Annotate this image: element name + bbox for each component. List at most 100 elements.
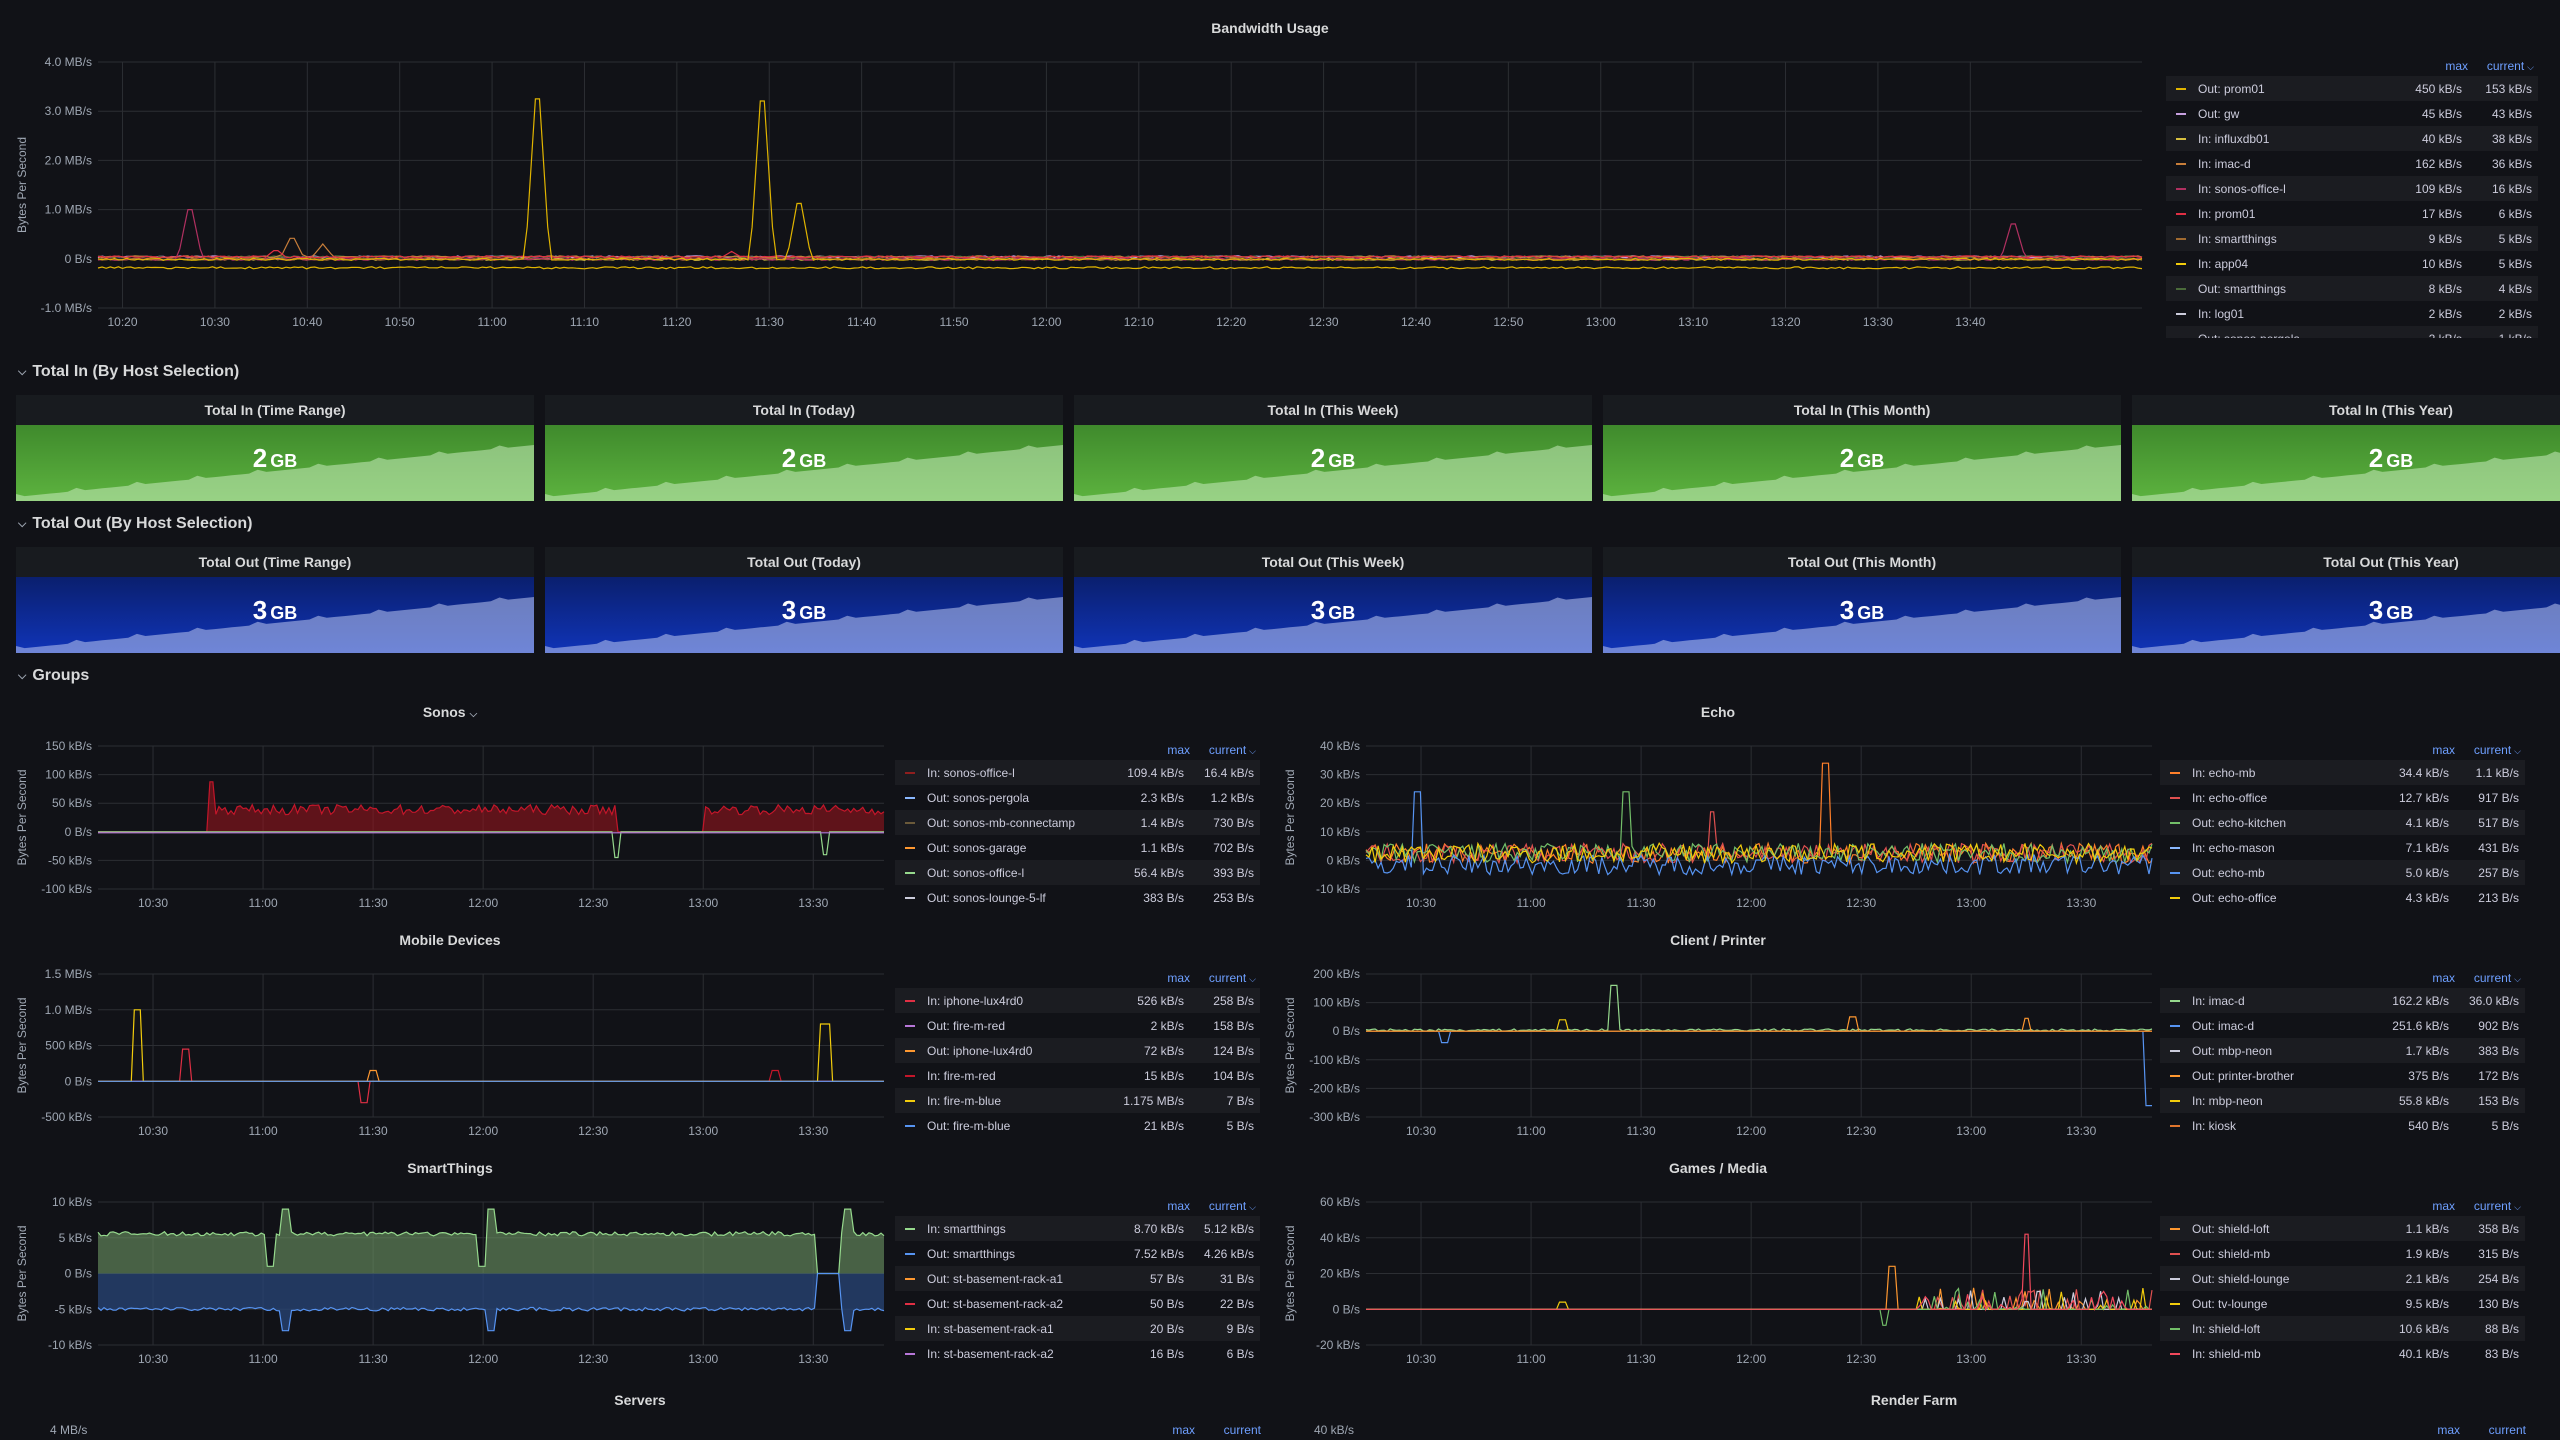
legend-item[interactable]: Out: shield-lounge 2.1 kB/s 254 B/s — [2160, 1266, 2525, 1291]
legend-item[interactable]: In: shield-loft 10.6 kB/s 88 B/s — [2160, 1316, 2525, 1341]
legend-sort-current[interactable]: current ⌵ — [2473, 1199, 2521, 1213]
group-graph[interactable]: 40 kB/s 30 kB/s 20 kB/s 10 kB/s 0 kB/s -10 kB… — [1278, 700, 2158, 922]
series-line[interactable] — [1366, 1233, 2152, 1311]
legend-item[interactable]: In: iphone-lux4rd0 526 kB/s 258 B/s — [895, 988, 1260, 1013]
legend-item[interactable]: Out: mbp-neon 1.7 kB/s 383 B/s — [2160, 1038, 2525, 1063]
legend-item[interactable]: Out: echo-kitchen 4.1 kB/s 517 B/s — [2160, 810, 2525, 835]
bandwidth-series-line[interactable] — [97, 237, 2143, 259]
legend-sort-current[interactable]: current ⌵ — [1208, 971, 1256, 985]
group-graph[interactable]: 10 kB/s 5 kB/s 0 B/s -5 kB/s -10 kB/s 10:30 11… — [10, 1156, 890, 1378]
legend-sort-max[interactable]: max — [2432, 971, 2455, 985]
group-graph[interactable]: 1.5 MB/s 1.0 MB/s 500 kB/s 0 B/s -500 kB/s 10… — [10, 928, 890, 1150]
legend-sort-max[interactable]: max — [2432, 1199, 2455, 1213]
servers-title[interactable]: Servers — [614, 1392, 666, 1408]
stat-panel-total-out-today[interactable]: Total Out (Today) 3 GB — [545, 547, 1063, 653]
legend-item[interactable]: In: sonos-office-l 109.4 kB/s 16.4 kB/s — [895, 760, 1260, 785]
legend-sort-max[interactable]: max — [1167, 743, 1190, 757]
row-groups[interactable]: ⌵ Groups — [18, 667, 90, 684]
legend-sort-max[interactable]: max — [2432, 743, 2455, 757]
legend-item[interactable]: In: st-basement-rack-a1 20 B/s 9 B/s — [895, 1316, 1260, 1341]
legend-item[interactable]: In: influxdb01 40 kB/s 38 kB/s — [2166, 126, 2538, 151]
series-line[interactable] — [1366, 1030, 2152, 1107]
stat-panel-total-out-this-year[interactable]: Total Out (This Year) 3 GB — [2132, 547, 2560, 653]
legend-item[interactable]: Out: fire-m-red 2 kB/s 158 B/s — [895, 1013, 1260, 1038]
series-line[interactable] — [97, 1272, 885, 1332]
row-total-out[interactable]: ⌵ Total Out (By Host Selection) — [18, 515, 253, 532]
group-panel-title[interactable]: Mobile Devices — [399, 932, 501, 948]
bandwidth-series-line[interactable] — [97, 266, 2143, 270]
legend-item[interactable]: Out: smartthings 7.52 kB/s 4.26 kB/s — [895, 1241, 1260, 1266]
legend-item[interactable]: In: echo-mason 7.1 kB/s 431 B/s — [2160, 835, 2525, 860]
group-panel-title[interactable]: Echo — [1700, 704, 1736, 720]
legend-item[interactable]: In: imac-d 162 kB/s 36 kB/s — [2166, 151, 2538, 176]
series-line[interactable] — [1365, 984, 2153, 1032]
legend-sort-max[interactable]: max — [1167, 1199, 1190, 1213]
legend-item[interactable]: In: st-basement-rack-a2 16 B/s 6 B/s — [895, 1341, 1260, 1366]
legend-item[interactable]: In: smartthings 8.70 kB/s 5.12 kB/s — [895, 1216, 1260, 1241]
bandwidth-usage-graph[interactable]: 4.0 MB/s 3.0 MB/s 2.0 MB/s 1.0 MB/s 0 B/s -1.… — [10, 16, 2150, 341]
legend-item[interactable]: Out: sonos-lounge-5-lf 383 B/s 253 B/s — [895, 885, 1260, 910]
stat-panel-total-out-this-month[interactable]: Total Out (This Month) 3 GB — [1603, 547, 2121, 653]
group-panel-title[interactable]: Games / Media — [1668, 1160, 1768, 1176]
legend-item[interactable]: In: echo-office 12.7 kB/s 917 B/s — [2160, 785, 2525, 810]
bandwidth-series-line[interactable] — [97, 209, 2143, 261]
row-total-in[interactable]: ⌵ Total In (By Host Selection) — [18, 363, 240, 380]
group-graph[interactable]: 150 kB/s 100 kB/s 50 kB/s 0 B/s -50 kB/s -100… — [10, 700, 890, 922]
legend-item[interactable]: Out: sonos-pergola 2.3 kB/s 1.2 kB/s — [895, 785, 1260, 810]
bandwidth-series-line[interactable] — [97, 98, 2143, 261]
legend-item[interactable]: Out: st-basement-rack-a1 57 B/s 31 B/s — [895, 1266, 1260, 1291]
legend-item[interactable]: In: prom01 17 kB/s 6 kB/s — [2166, 201, 2538, 226]
legend-item[interactable]: In: sonos-office-l 109 kB/s 16 kB/s — [2166, 176, 2538, 201]
bandwidth-usage-title[interactable]: Bandwidth Usage — [1211, 20, 1329, 36]
legend-item[interactable]: Out: st-basement-rack-a2 50 B/s 22 B/s — [895, 1291, 1260, 1316]
legend-sort-current[interactable]: current ⌵ — [2473, 743, 2521, 757]
legend-item[interactable]: In: app04 10 kB/s 5 kB/s — [2166, 251, 2538, 276]
stat-panel-total-in-this-week[interactable]: Total In (This Week) 2 GB — [1074, 395, 1592, 501]
legend-item[interactable]: Out: sonos-office-l 56.4 kB/s 393 B/s — [895, 860, 1260, 885]
legend-item[interactable]: Out: iphone-lux4rd0 72 kB/s 124 B/s — [895, 1038, 1260, 1063]
group-panel-title[interactable]: SmartThings — [407, 1160, 493, 1176]
series-line[interactable] — [98, 1048, 884, 1104]
legend-item[interactable]: Out: prom01 450 kB/s 153 kB/s — [2166, 76, 2538, 101]
stat-panel-total-out-time-range[interactable]: Total Out (Time Range) 3 GB — [16, 547, 534, 653]
legend-sort-current[interactable]: current ⌵ — [2486, 59, 2534, 73]
bandwidth-series-line[interactable] — [98, 250, 2143, 259]
legend-item[interactable]: Out: printer-brother 375 B/s 172 B/s — [2160, 1063, 2525, 1088]
legend-item[interactable]: Out: echo-office 4.3 kB/s 213 B/s — [2160, 885, 2525, 910]
legend-item[interactable]: Out: imac-d 251.6 kB/s 902 B/s — [2160, 1013, 2525, 1038]
legend-item[interactable]: In: fire-m-blue 1.175 MB/s 7 B/s — [895, 1088, 1260, 1113]
legend-sort-max[interactable]: max — [1167, 971, 1190, 985]
stat-panel-total-in-this-year[interactable]: Total In (This Year) 2 GB — [2132, 395, 2560, 501]
legend-item[interactable]: Out: sonos-garage 1.1 kB/s 702 B/s — [895, 835, 1260, 860]
legend-item[interactable]: Out: smartthings 8 kB/s 4 kB/s — [2166, 276, 2538, 301]
legend-item[interactable]: In: log01 2 kB/s 2 kB/s — [2166, 301, 2538, 326]
group-graph[interactable]: 200 kB/s 100 kB/s 0 B/s -100 kB/s -200 kB/s -… — [1278, 928, 2158, 1150]
legend-item[interactable]: In: mbp-neon 55.8 kB/s 153 B/s — [2160, 1088, 2525, 1113]
series-line[interactable] — [1365, 791, 2153, 865]
legend-item[interactable]: Out: gw 45 kB/s 43 kB/s — [2166, 101, 2538, 126]
series-line[interactable] — [98, 781, 885, 833]
stat-panel-total-in-today[interactable]: Total In (Today) 2 GB — [545, 395, 1063, 501]
series-line[interactable] — [1365, 791, 2153, 877]
legend-item[interactable]: In: fire-m-red 15 kB/s 104 B/s — [895, 1063, 1260, 1088]
stat-panel-total-out-this-week[interactable]: Total Out (This Week) 3 GB — [1074, 547, 1592, 653]
legend-sort-current[interactable]: current ⌵ — [1208, 743, 1256, 757]
legend-item[interactable]: In: echo-mb 34.4 kB/s 1.1 kB/s — [2160, 760, 2525, 785]
series-line[interactable] — [1366, 1265, 2152, 1311]
legend-item[interactable]: Out: tv-lounge 9.5 kB/s 130 B/s — [2160, 1291, 2525, 1316]
legend-item[interactable]: In: shield-mb 40.1 kB/s 83 B/s — [2160, 1341, 2525, 1366]
legend-item[interactable]: Out: shield-loft 1.1 kB/s 358 B/s — [2160, 1216, 2525, 1241]
legend-item[interactable]: In: smartthings 9 kB/s 5 kB/s — [2166, 226, 2538, 251]
series-line[interactable] — [97, 1208, 885, 1275]
stat-panel-total-in-this-month[interactable]: Total In (This Month) 2 GB — [1603, 395, 2121, 501]
group-panel-title[interactable]: Sonos ⌵ — [422, 704, 478, 720]
legend-item[interactable]: Out: fire-m-blue 21 kB/s 5 B/s — [895, 1113, 1260, 1138]
legend-sort-current[interactable]: current ⌵ — [1208, 1199, 1256, 1213]
legend-item[interactable]: Out: shield-mb 1.9 kB/s 315 B/s — [2160, 1241, 2525, 1266]
legend-sort-max[interactable]: max — [2445, 59, 2468, 73]
series-line[interactable] — [98, 1069, 884, 1082]
stat-panel-total-in-time-range[interactable]: Total In (Time Range) 2 GB — [16, 395, 534, 501]
legend-item[interactable]: Out: sonos-mb-connectamp 1.4 kB/s 730 B/s — [895, 810, 1260, 835]
series-line[interactable] — [98, 831, 884, 859]
